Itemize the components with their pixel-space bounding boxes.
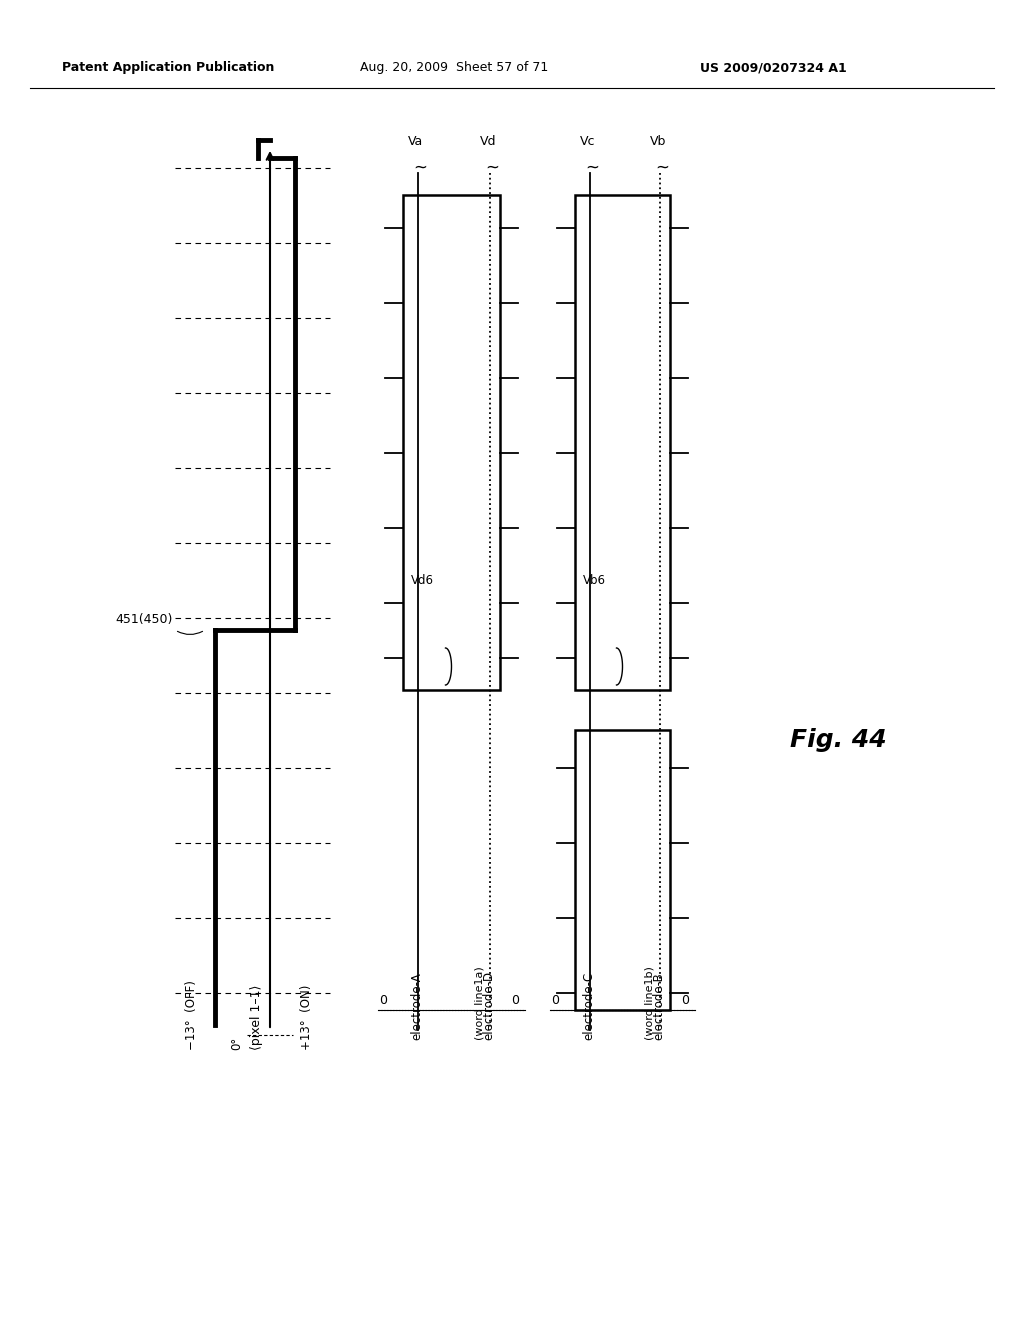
Text: electrode-B: electrode-B — [652, 973, 665, 1040]
Text: ~: ~ — [485, 158, 499, 177]
Text: Patent Application Publication: Patent Application Publication — [62, 62, 274, 74]
Text: 0°: 0° — [230, 1036, 243, 1049]
Text: −13°  (OFF): −13° (OFF) — [185, 981, 198, 1049]
Text: Vb6: Vb6 — [583, 573, 606, 586]
Text: Vd6: Vd6 — [411, 573, 434, 586]
Text: Aug. 20, 2009  Sheet 57 of 71: Aug. 20, 2009 Sheet 57 of 71 — [360, 62, 548, 74]
Text: electrode-A: electrode-A — [410, 973, 423, 1040]
Text: Fig. 44: Fig. 44 — [790, 729, 887, 752]
Text: electrode-C: electrode-C — [582, 972, 595, 1040]
Text: Va: Va — [408, 135, 423, 148]
Text: Vb: Vb — [650, 135, 667, 148]
Text: +13°  (ON): +13° (ON) — [300, 985, 313, 1049]
Text: 0: 0 — [379, 994, 387, 1006]
Bar — [575, 195, 670, 690]
Text: 0: 0 — [511, 994, 519, 1006]
Text: ~: ~ — [585, 158, 599, 177]
Text: 0: 0 — [551, 994, 559, 1006]
Text: Vc: Vc — [580, 135, 596, 148]
Text: (word line1b): (word line1b) — [645, 966, 655, 1040]
Text: ~: ~ — [413, 158, 427, 177]
Bar — [403, 195, 500, 690]
Text: 0: 0 — [681, 994, 689, 1006]
Text: (word line1a): (word line1a) — [474, 966, 484, 1040]
Text: ⟨pixel 1–1⟩: ⟨pixel 1–1⟩ — [250, 985, 263, 1049]
Text: US 2009/0207324 A1: US 2009/0207324 A1 — [700, 62, 847, 74]
Text: ~: ~ — [655, 158, 669, 177]
Text: Vd: Vd — [480, 135, 497, 148]
Text: 451(450): 451(450) — [115, 614, 172, 627]
Bar — [575, 730, 670, 1010]
Text: electrode-D: electrode-D — [482, 972, 495, 1040]
